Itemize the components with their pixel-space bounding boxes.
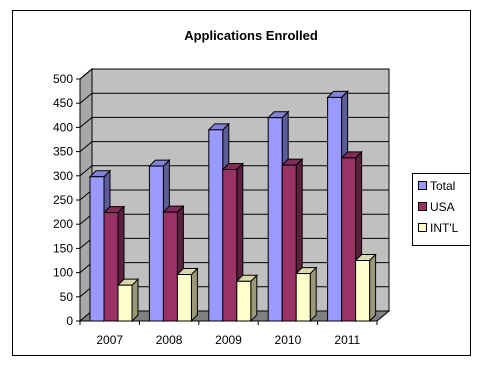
bar-front (117, 284, 133, 322)
legend-entry: Total (418, 179, 455, 193)
gridline (79, 116, 389, 128)
y-tick-label: 100 (53, 266, 73, 280)
x-tick-label: 2009 (215, 333, 242, 347)
y-tick-label: 150 (53, 241, 73, 255)
gridline (79, 68, 389, 80)
chart-title: Applications Enrolled (184, 28, 318, 43)
legend-label: Total (430, 179, 455, 193)
legend: Total USA INT'L (412, 173, 471, 246)
bar-side (369, 253, 377, 323)
x-tick-label: 2007 (96, 333, 123, 347)
y-tick-label: 300 (53, 169, 73, 183)
x-tick-label: 2010 (275, 333, 302, 347)
bar-front (281, 164, 297, 322)
legend-swatch (418, 181, 427, 190)
y-tick-label: 350 (53, 145, 73, 159)
legend-entry: USA (418, 200, 455, 214)
bar-front (341, 157, 357, 322)
bar-front (162, 211, 178, 322)
bar (116, 277, 140, 323)
y-tick-label: 450 (53, 96, 73, 110)
bar-side (250, 274, 258, 323)
legend-swatch (418, 202, 427, 211)
bar-front (89, 176, 105, 322)
y-tick-label: 0 (66, 314, 73, 328)
legend-entry: INT'L (418, 221, 459, 235)
bar (354, 253, 377, 323)
bar-front (236, 280, 252, 322)
y-tick-label: 200 (53, 217, 73, 231)
bars (88, 90, 377, 323)
legend-label: USA (430, 200, 455, 214)
gridline (79, 92, 389, 104)
x-axis-ticks: 2007 2008 2009 2010 2011 (79, 321, 378, 347)
bar-side (309, 266, 317, 323)
bar-side (190, 267, 198, 323)
bar-front (267, 117, 283, 322)
legend-label: INT'L (430, 221, 459, 235)
y-tick-label: 500 (53, 72, 73, 86)
gridline (79, 141, 389, 152)
y-tick-label: 250 (53, 193, 73, 207)
bar-front (222, 169, 238, 322)
bar-front (355, 260, 371, 322)
y-tick-label: 400 (53, 120, 73, 134)
x-tick-label: 2008 (156, 333, 183, 347)
bar-front (148, 165, 164, 322)
legend-swatch (418, 223, 427, 232)
bar-front (103, 212, 119, 322)
bar (235, 274, 259, 323)
bar-front (176, 274, 192, 322)
bar-front (295, 273, 311, 322)
bar (294, 266, 318, 323)
bar-front (327, 96, 343, 322)
bar-side (131, 277, 139, 323)
bar-front (208, 129, 224, 322)
x-tick-label: 2011 (334, 333, 360, 347)
bar (176, 267, 199, 323)
y-tick-label: 50 (60, 290, 74, 304)
y-axis-ticks: 0 50 100 150 200 250 300 350 400 450 500 (53, 72, 80, 328)
